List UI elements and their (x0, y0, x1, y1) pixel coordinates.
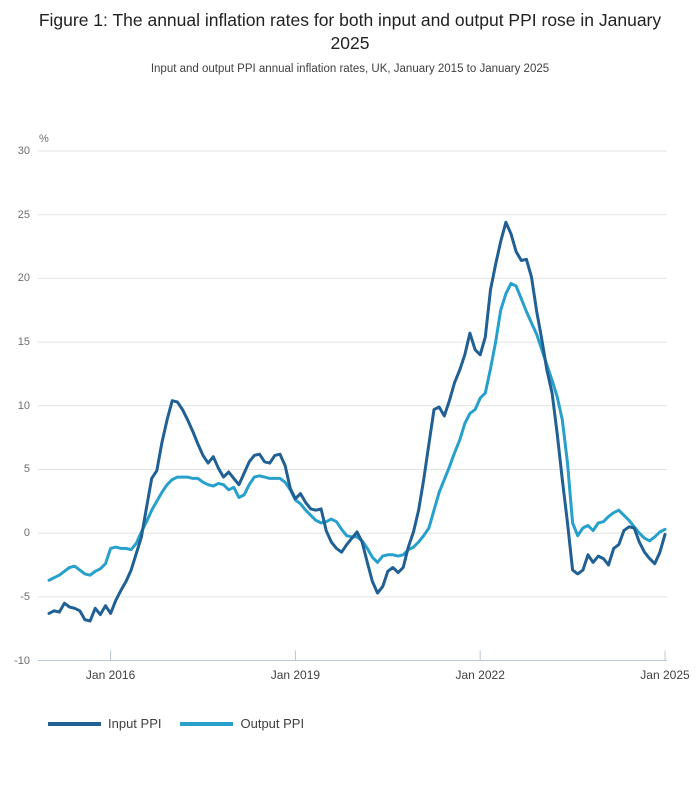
y-tick-label-15: 15 (17, 336, 30, 349)
x-tick-label-jan-2019: Jan 2019 (270, 668, 321, 682)
input-ppi-line-swatch (48, 721, 101, 726)
y-tick-label-0: 0 (23, 527, 30, 540)
y-tick-label--5: -5 (20, 590, 30, 603)
figure-header: Figure 1: The annual inflation rates for… (0, 0, 700, 75)
input-ppi-line-series (47, 220, 667, 623)
x-tick-label-jan-2022: Jan 2022 (455, 668, 505, 682)
y-tick-label--10: -10 (14, 654, 30, 667)
legend-item-output-ppi: Output PPI (180, 716, 304, 731)
legend-label-output-ppi: Output PPI (240, 716, 305, 731)
y-tick-label-30: 30 (17, 145, 30, 157)
y-tick-label-5: 5 (23, 463, 30, 476)
x-tick-label-jan-2025: Jan 2025 (640, 668, 690, 682)
y-tick-label-20: 20 (17, 272, 30, 285)
legend: Input PPI Output PPI (48, 716, 304, 731)
figure-title: Figure 1: The annual inflation rates for… (38, 10, 662, 54)
y-tick-label-10: 10 (17, 399, 30, 412)
x-tick-label-jan-2016: Jan 2016 (85, 668, 136, 682)
legend-item-input-ppi: Input PPI (48, 716, 161, 731)
figure-subtitle: Input and output PPI annual inflation ra… (150, 63, 550, 76)
y-tick-label-25: 25 (17, 208, 30, 221)
y-axis-unit-label: % (39, 133, 49, 145)
output-ppi-line-swatch (180, 721, 234, 726)
output-ppi-line-series (47, 282, 667, 582)
legend-label-input-ppi: Input PPI (108, 716, 162, 731)
